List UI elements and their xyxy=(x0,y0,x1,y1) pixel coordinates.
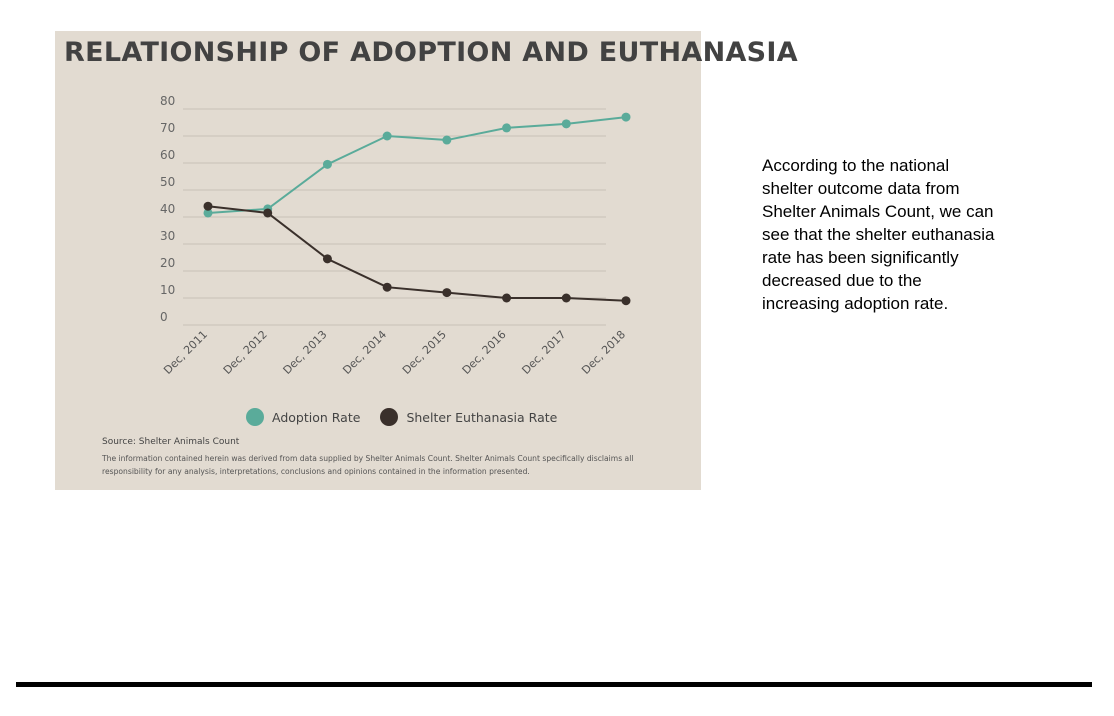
chart-title: RELATIONSHIP OF ADOPTION AND EUTHANASIA xyxy=(64,37,798,68)
euthanasia-rate-point xyxy=(382,282,392,292)
x-tick-label: Dec, 2011 xyxy=(161,328,210,377)
chart-legend: Adoption Rate Shelter Euthanasia Rate xyxy=(246,408,577,426)
x-tick-label: Dec, 2015 xyxy=(400,328,449,377)
y-tick-label: 0 xyxy=(160,310,168,324)
explanation-text: According to the national shelter outcom… xyxy=(762,156,995,313)
euthanasia-rate-line xyxy=(207,205,627,302)
adoption-rate-line xyxy=(207,116,627,214)
euthanasia-rate-point xyxy=(322,254,332,264)
y-tick-label: 50 xyxy=(160,175,175,189)
euthanasia-rate-point xyxy=(621,296,631,306)
euthanasia-rate-point xyxy=(502,293,512,303)
adoption-rate-point xyxy=(502,123,512,133)
x-tick-label: Dec, 2018 xyxy=(579,328,628,377)
legend-label-euthanasia: Shelter Euthanasia Rate xyxy=(406,409,558,425)
y-tick-label: 60 xyxy=(160,148,175,162)
y-tick-label: 20 xyxy=(160,256,175,270)
adoption-rate-point xyxy=(442,135,452,145)
adoption-rate-point xyxy=(322,159,332,169)
euthanasia-rate-point xyxy=(263,208,273,218)
adoption-rate-point xyxy=(382,131,392,141)
euthanasia-rate-point xyxy=(203,201,213,211)
bottom-divider xyxy=(16,682,1092,687)
chart-disclaimer: The information contained herein was der… xyxy=(102,454,634,476)
x-tick-label: Dec, 2017 xyxy=(519,328,568,377)
chart-source: Source: Shelter Animals Count xyxy=(102,437,240,447)
adoption-rate-point xyxy=(621,112,631,122)
euthanasia-rate-point xyxy=(442,288,452,298)
y-tick-label: 70 xyxy=(160,121,175,135)
y-tick-label: 10 xyxy=(160,283,175,297)
x-tick-label: Dec, 2012 xyxy=(221,328,270,377)
adoption-rate-point xyxy=(203,208,213,218)
legend-swatch-adoption xyxy=(246,408,264,426)
x-tick-label: Dec, 2016 xyxy=(460,328,509,377)
adoption-rate-point xyxy=(561,119,571,129)
y-tick-label: 40 xyxy=(160,202,175,216)
x-tick-label: Dec, 2013 xyxy=(281,328,330,377)
x-tick-label: Dec, 2014 xyxy=(340,328,389,377)
y-tick-label: 80 xyxy=(160,94,175,108)
legend-label-adoption: Adoption Rate xyxy=(272,409,361,425)
y-tick-label: 30 xyxy=(160,229,175,243)
legend-swatch-euthanasia xyxy=(380,408,399,426)
chart-panel: RELATIONSHIP OF ADOPTION AND EUTHANASIA … xyxy=(55,31,798,490)
euthanasia-rate-point xyxy=(561,293,571,303)
